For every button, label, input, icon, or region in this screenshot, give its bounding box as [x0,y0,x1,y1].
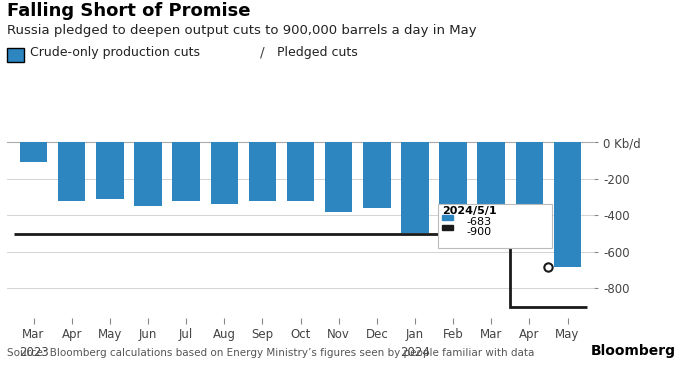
Bar [554,142,581,267]
Bar [20,142,47,162]
Text: 2024: 2024 [400,346,430,360]
Bar [439,142,466,225]
Text: Falling Short of Promise: Falling Short of Promise [7,2,251,20]
Bar [172,142,200,201]
Bar [96,142,124,199]
Text: Crude-only production cuts: Crude-only production cuts [30,46,200,59]
Bar [325,142,352,212]
Text: -900: -900 [466,227,492,237]
Text: Pledged cuts: Pledged cuts [277,46,357,59]
Bar [287,142,314,201]
Bar [443,215,453,220]
Bar [443,225,453,230]
Bar [135,142,162,206]
Bar [401,142,429,233]
Bar [249,142,276,201]
Bar [210,142,238,204]
Text: 2024/5/1: 2024/5/1 [443,206,497,216]
Bar [363,142,391,208]
Text: Bloomberg: Bloomberg [591,344,676,358]
Bar [477,142,505,225]
Text: Source: Bloomberg calculations based on Energy Ministry’s figures seen by people: Source: Bloomberg calculations based on … [7,348,534,358]
Text: Russia pledged to deepen output cuts to 900,000 barrels a day in May: Russia pledged to deepen output cuts to … [7,24,477,37]
Text: /: / [260,46,264,60]
Text: -683: -683 [466,217,492,227]
FancyBboxPatch shape [438,204,553,248]
Bar [516,142,543,206]
Text: 2023: 2023 [18,346,48,360]
Bar [58,142,85,201]
